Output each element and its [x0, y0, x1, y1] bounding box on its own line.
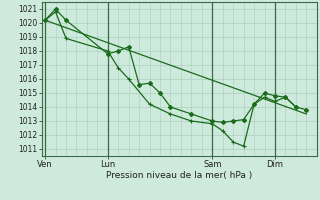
X-axis label: Pression niveau de la mer( hPa ): Pression niveau de la mer( hPa ): [106, 171, 252, 180]
